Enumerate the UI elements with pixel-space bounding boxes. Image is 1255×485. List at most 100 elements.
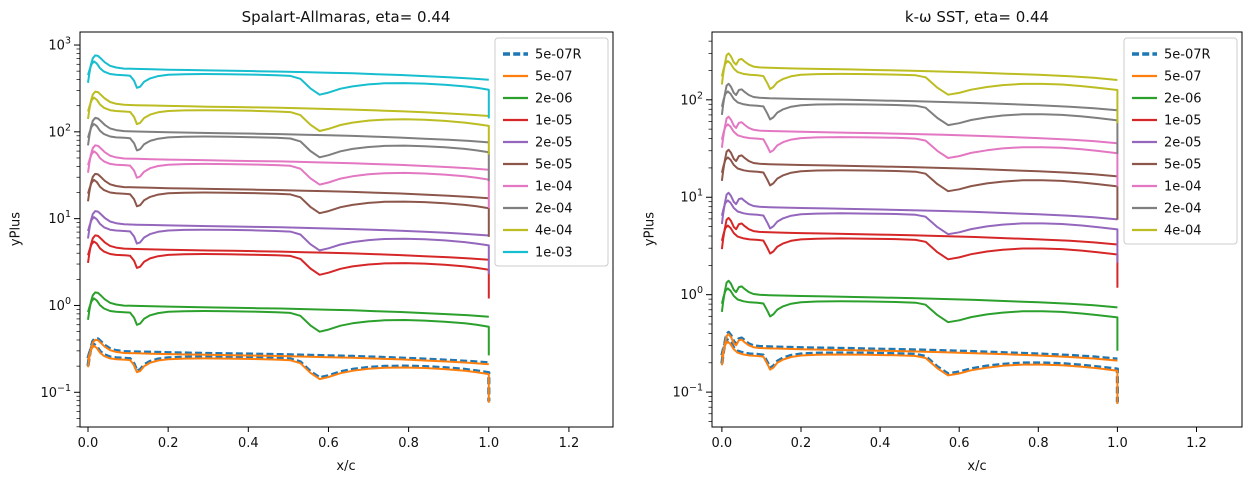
legend-item-2e-04: 2e-04	[503, 202, 573, 217]
curve-1e-03-lower	[87, 60, 490, 119]
curve-5e-05-lower	[720, 156, 1119, 220]
legend-label: 5e-05	[535, 158, 573, 173]
axis-ticks	[706, 40, 1198, 432]
legend-item-2e-06: 2e-06	[1132, 92, 1202, 107]
legend-item-1e-03: 1e-03	[503, 246, 573, 261]
curve-2e-05-lower	[87, 216, 490, 275]
x-tick-label: 0.2	[791, 436, 812, 451]
curve-2e-06-upper	[720, 279, 1118, 313]
x-tick-label: 0.6	[949, 436, 970, 451]
legend-item-5e-05: 5e-05	[503, 158, 573, 173]
curve-1e-05-upper	[87, 234, 489, 264]
left-x-axis-label: x/c	[336, 459, 356, 474]
legend-label: 4e-04	[535, 224, 573, 239]
curve-5e-07R-upper	[86, 336, 489, 367]
legend-item-1e-05: 1e-05	[1132, 114, 1202, 129]
legend-label: 2e-06	[535, 92, 573, 107]
curve-2e-06-lower	[87, 297, 490, 356]
x-tick-label: 0.4	[870, 436, 891, 451]
y-tick-label: 10−1	[40, 383, 71, 401]
legend-label: 5e-05	[1164, 158, 1202, 173]
axis-ticks	[74, 44, 570, 432]
curve-1e-04-upper	[87, 144, 489, 173]
curve-1e-04-lower	[720, 123, 1119, 187]
legend-item-1e-04: 1e-04	[1132, 180, 1202, 195]
x-tick-label: 0.8	[398, 436, 419, 451]
legend-box	[1123, 37, 1238, 245]
curve-5e-05-upper	[87, 172, 489, 202]
legend-item-2e-05: 2e-05	[1132, 136, 1202, 151]
x-tick-label: 0.4	[238, 436, 259, 451]
legend-item-1e-05: 1e-05	[503, 114, 573, 129]
legend-item-5e-07R: 5e-07R	[503, 48, 582, 63]
curve-1e-04-upper	[720, 115, 1118, 148]
legend-item-2e-04: 2e-04	[1132, 202, 1202, 217]
curve-4e-04-lower	[720, 60, 1119, 124]
y-tick-label: 101	[48, 209, 71, 227]
legend: 5e-07R 5e-07 2e-06 1e-05 2e-05 5e-05 1e-04 2e-0…	[494, 37, 609, 267]
legend-item-5e-07: 5e-07	[1132, 70, 1202, 85]
legend-label: 5e-07R	[535, 48, 582, 63]
x-tick-label: 1.2	[559, 436, 580, 451]
curve-2e-06-lower	[720, 287, 1119, 351]
legend-item-4e-04: 4e-04	[1132, 224, 1202, 239]
right-chart-title: k-ω SST, eta= 0.44	[904, 8, 1050, 26]
x-tick-label: 0.0	[78, 436, 99, 451]
y-tick-label: 103	[48, 36, 71, 54]
curve-1e-03-upper	[87, 54, 489, 83]
legend-label: 2e-06	[1164, 92, 1202, 107]
y-tick-label: 101	[680, 188, 703, 206]
curve-5e-07R-lower	[720, 338, 1119, 403]
left-chart-title: Spalart-Allmaras, eta= 0.44	[241, 8, 451, 26]
curve-2e-05-lower	[720, 199, 1119, 263]
legend-label: 4e-04	[1164, 224, 1202, 239]
legend-label: 5e-07R	[1164, 48, 1211, 63]
y-tick-label: 100	[680, 285, 703, 303]
right-y-axis-label: yPlus	[642, 211, 658, 247]
curve-5e-07R-lower	[86, 342, 491, 402]
legend-item-2e-06: 2e-06	[503, 92, 573, 107]
legend-label: 1e-04	[1164, 180, 1202, 195]
axis-tick-labels: 0.0 0.2 0.4 0.6 0.8 1.0 1.2 102 101 100 10−1	[672, 90, 1206, 451]
y-tick-label: 10−1	[672, 383, 703, 401]
left-y-axis-label: yPlus	[8, 211, 24, 247]
legend-label: 5e-07	[1164, 70, 1202, 85]
series-curves	[86, 54, 491, 403]
chart-spalart-allmaras: 0.0 0.2 0.4 0.6 0.8 1.0 1.2 103 102 101 100 10−1 5e-…	[40, 31, 614, 451]
curve-5e-07-upper	[720, 333, 1118, 366]
curve-4e-04-upper	[720, 52, 1118, 85]
curve-5e-05-lower	[87, 178, 490, 237]
x-tick-label: 0.6	[318, 436, 339, 451]
chart-k-omega-sst: 0.0 0.2 0.4 0.6 0.8 1.0 1.2 102 101 100 10−1 5e-07R…	[672, 31, 1243, 451]
legend-item-2e-05: 2e-05	[503, 136, 573, 151]
plot-border	[79, 31, 614, 428]
curve-2e-04-lower	[720, 90, 1119, 154]
curve-2e-04-lower	[87, 123, 490, 181]
curve-5e-07-upper	[87, 338, 489, 368]
legend-item-5e-07: 5e-07	[503, 70, 573, 85]
y-tick-label: 102	[680, 90, 703, 108]
curve-1e-05-lower	[87, 240, 490, 299]
curve-2e-05-upper	[720, 191, 1118, 225]
right-x-axis-label: x/c	[967, 459, 987, 474]
curve-5e-07-lower	[720, 340, 1119, 404]
x-tick-label: 0.0	[712, 436, 733, 451]
curve-5e-07-lower	[87, 344, 490, 403]
x-tick-label: 1.2	[1186, 436, 1207, 451]
legend-label: 1e-04	[535, 180, 573, 195]
curve-2e-04-upper	[87, 116, 489, 146]
legend-label: 2e-04	[535, 202, 573, 217]
legend-label: 2e-04	[1164, 202, 1202, 217]
legend-item-1e-04: 1e-04	[503, 180, 573, 195]
legend-label: 1e-03	[535, 246, 573, 261]
plot-border	[711, 31, 1243, 428]
legend-label: 1e-05	[1164, 114, 1202, 129]
x-tick-label: 1.0	[1107, 436, 1128, 451]
axis-tick-labels: 0.0 0.2 0.4 0.6 0.8 1.0 1.2 103 102 101 100 10−1	[40, 36, 579, 451]
legend-item-5e-07R: 5e-07R	[1132, 48, 1211, 63]
x-tick-label: 0.8	[1028, 436, 1049, 451]
legend-label: 5e-07	[535, 70, 573, 85]
curve-4e-04-upper	[87, 90, 489, 120]
